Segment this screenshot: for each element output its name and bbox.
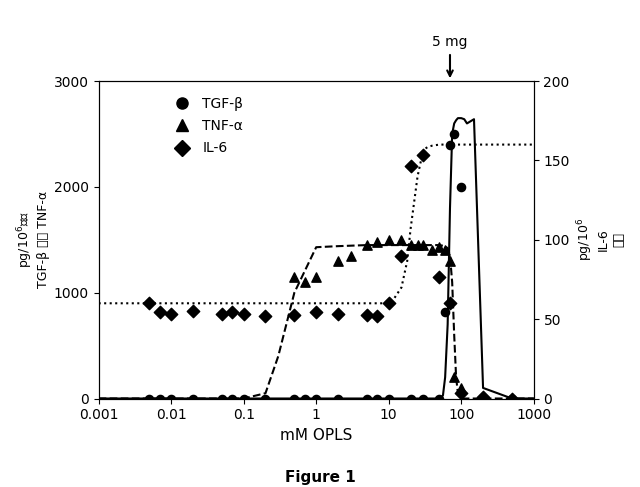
Point [188, 394, 198, 402]
Point [405, 394, 415, 402]
Point [289, 273, 300, 281]
Point [289, 311, 300, 319]
Point [311, 308, 321, 316]
Point [435, 394, 445, 402]
Text: Figure 1: Figure 1 [285, 470, 355, 485]
Point [188, 307, 198, 315]
Y-axis label: pg/10$^6$
IL-6
細胞: pg/10$^6$ IL-6 細胞 [575, 218, 625, 262]
Point [440, 308, 451, 316]
Point [362, 311, 372, 319]
Point [456, 389, 467, 397]
Point [478, 393, 488, 401]
Point [405, 241, 415, 249]
Point [372, 312, 383, 320]
Point [456, 183, 467, 191]
Legend: TGF-β, TNF-α, IL-6: TGF-β, TNF-α, IL-6 [162, 91, 249, 161]
Point [311, 394, 321, 402]
Point [449, 130, 460, 138]
Point [144, 394, 154, 402]
Point [435, 273, 445, 281]
Point [227, 308, 237, 316]
Point [383, 394, 394, 402]
Point [445, 300, 455, 307]
Point [478, 394, 488, 402]
Point [239, 394, 249, 402]
Point [449, 374, 460, 381]
Point [227, 394, 237, 402]
Point [346, 252, 356, 260]
Point [362, 241, 372, 249]
Point [333, 257, 343, 265]
Point [311, 273, 321, 281]
Point [405, 162, 415, 169]
Point [445, 141, 455, 149]
Point [155, 394, 165, 402]
Point [418, 151, 428, 159]
Point [418, 241, 428, 249]
Point [383, 236, 394, 244]
Point [300, 278, 310, 286]
Point [333, 310, 343, 318]
Point [217, 310, 227, 318]
Text: 5 mg: 5 mg [432, 36, 468, 76]
Point [260, 312, 271, 320]
Point [372, 394, 383, 402]
Point [300, 394, 310, 402]
Point [239, 310, 249, 318]
Point [155, 308, 165, 316]
Point [435, 244, 445, 251]
Point [440, 246, 451, 254]
Point [383, 300, 394, 307]
Point [289, 394, 300, 402]
Point [166, 394, 176, 402]
Point [428, 246, 438, 254]
Point [507, 394, 517, 402]
Point [396, 236, 406, 244]
Point [217, 394, 227, 402]
Point [456, 384, 467, 392]
Point [260, 394, 271, 402]
Point [362, 394, 372, 402]
Point [144, 300, 154, 307]
Point [372, 238, 383, 246]
Point [412, 241, 422, 249]
Point [445, 257, 455, 265]
Point [333, 394, 343, 402]
Point [166, 310, 176, 318]
Y-axis label: pg/10$^6$細胞
TGF-β 及び TNF-α: pg/10$^6$細胞 TGF-β 及び TNF-α [15, 191, 50, 288]
Point [418, 394, 428, 402]
Point [396, 252, 406, 260]
X-axis label: mM OPLS: mM OPLS [280, 428, 353, 443]
Point [507, 394, 517, 402]
